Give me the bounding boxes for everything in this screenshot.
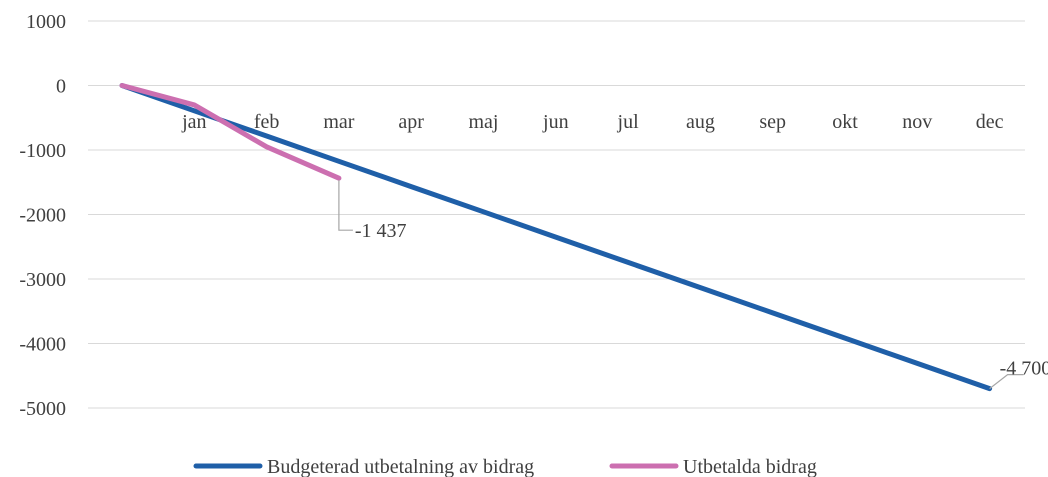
x-tick-label: feb	[254, 111, 280, 133]
x-tick-label: sep	[759, 111, 786, 133]
leader-line	[338, 180, 353, 231]
x-tick-label: dec	[976, 111, 1004, 133]
legend: Budgeterad utbetalning av bidrag Utbetald…	[193, 456, 817, 477]
x-tick-label: mar	[323, 111, 354, 133]
y-tick-label: -5000	[19, 398, 66, 420]
y-axis-ticks: 1000 0 -1000 -2000 -3000 -4000 -5000	[19, 11, 66, 420]
x-tick-label: apr	[398, 111, 424, 133]
x-tick-label: jun	[542, 111, 569, 133]
x-tick-label: maj	[469, 111, 499, 133]
y-tick-label: -1000	[19, 140, 66, 162]
legend-label: Utbetalda bidrag	[683, 456, 817, 477]
series-line-1	[119, 83, 342, 181]
series-line-0	[119, 83, 993, 392]
data-labels: -1 437 -4 700	[338, 180, 1048, 390]
x-axis-ticks: jan feb mar apr maj jun jul aug sep okt nov dec	[181, 111, 1004, 133]
y-tick-label: -4000	[19, 334, 66, 356]
x-tick-label: jan	[181, 111, 206, 133]
y-tick-label: 1000	[26, 11, 66, 33]
y-tick-label: -2000	[19, 205, 66, 227]
series-lines	[119, 83, 993, 392]
legend-label: Budgeterad utbetalning av bidrag	[267, 456, 534, 477]
y-tick-label: -3000	[19, 269, 66, 291]
data-label: -4 700	[1000, 358, 1048, 380]
leader-line	[989, 374, 1024, 390]
data-label: -1 437	[355, 220, 407, 242]
x-tick-label: aug	[686, 111, 715, 133]
x-tick-label: okt	[832, 111, 858, 133]
y-tick-label: 0	[56, 76, 66, 98]
gridlines	[88, 20, 1025, 409]
x-tick-label: jul	[617, 111, 640, 133]
x-tick-label: nov	[902, 111, 932, 133]
